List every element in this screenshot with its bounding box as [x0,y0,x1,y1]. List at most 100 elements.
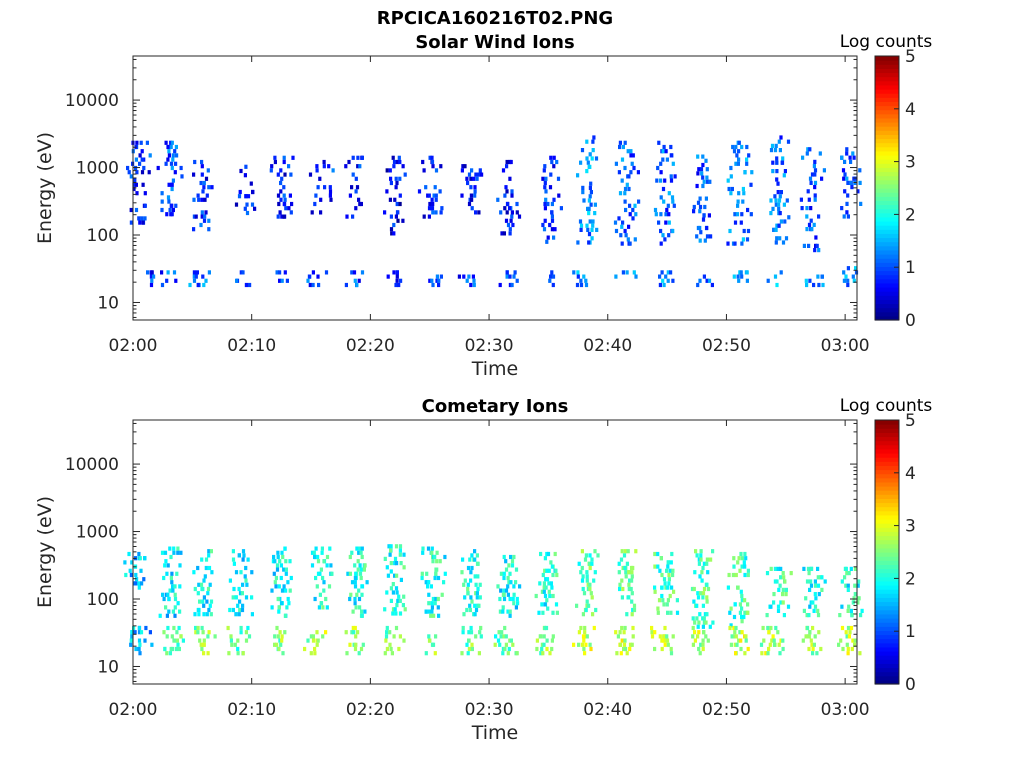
colorbar-swatch [875,506,899,512]
heatmap-cell [273,159,277,165]
heatmap-cell [839,638,843,643]
heatmap-cell [507,580,511,585]
heatmap-cell [545,551,549,557]
heatmap-cell [614,630,618,635]
heatmap-cell [729,191,733,196]
heatmap-cell [385,168,389,173]
colorbar-tick-label: 0 [905,311,916,331]
colorbar-swatch [875,667,899,673]
heatmap-cell [628,203,632,208]
heatmap-cell [634,549,638,554]
heatmap-cell [392,222,396,228]
heatmap-cell [192,274,196,279]
heatmap-cell [636,170,640,175]
heatmap-cell [394,185,398,190]
heatmap-cell [845,151,849,156]
heatmap-cell [180,174,184,179]
heatmap-cell [202,603,206,608]
heatmap-cell [303,646,307,652]
heatmap-cell [237,553,241,558]
heatmap-cell [588,194,592,199]
heatmap-cell [587,206,591,211]
heatmap-cell [424,609,428,614]
heatmap-cell [200,159,204,165]
heatmap-cell [625,651,629,656]
colorbar-swatch [875,469,899,475]
heatmap-cell [743,564,747,569]
heatmap-cell [162,596,166,602]
heatmap-cell [465,176,469,181]
heatmap-cell [436,596,440,602]
heatmap-cell [330,571,334,576]
heatmap-cell [705,599,709,604]
heatmap-cell [438,189,442,194]
heatmap-cell [434,596,438,602]
heatmap-cell [584,282,589,288]
heatmap-cell [812,164,816,169]
heatmap-cell [772,600,776,605]
colorbar-swatch [875,651,899,656]
heatmap-cell [542,585,546,590]
heatmap-cell [167,596,171,602]
heatmap-cell [779,600,783,605]
heatmap-cell [323,185,327,190]
heatmap-cell [740,241,744,246]
heatmap-cell [807,571,811,576]
heatmap-cell [278,630,282,635]
heatmap-cell [351,609,355,614]
heatmap-cell [733,634,737,639]
heatmap-cell [308,282,312,288]
heatmap-cell [544,585,548,590]
heatmap-cell [287,164,291,169]
heatmap-cell [505,270,509,275]
heatmap-cell [736,203,740,208]
colorbar-swatch [875,589,899,594]
heatmap-cell [666,564,670,569]
heatmap-cell [231,607,235,613]
heatmap-cell [701,616,705,621]
heatmap-cell [236,638,240,643]
heatmap-cell [543,201,547,207]
heatmap-cell [430,605,434,610]
heatmap-cell [661,598,665,603]
colorbar-swatch [875,142,899,148]
heatmap-cell [535,638,539,643]
heatmap-cell [620,549,624,554]
heatmap-cell [508,596,512,602]
heatmap-cell [630,570,634,575]
heatmap-cell [498,642,502,647]
heatmap-cell [241,270,245,275]
heatmap-cell [391,155,395,160]
heatmap-cell [706,570,710,575]
heatmap-cell [745,161,749,166]
heatmap-cell [360,609,364,614]
colorbar-swatch [875,552,899,557]
heatmap-cell [249,181,253,186]
heatmap-cell [623,228,627,234]
heatmap-cell [310,563,315,568]
heatmap-cell [577,561,581,566]
heatmap-cell [589,181,593,186]
heatmap-cell [781,646,785,652]
heatmap-cell [508,609,512,614]
heatmap-cell [206,586,211,592]
heatmap-cell [461,164,465,169]
heatmap-cell [280,214,284,219]
heatmap-cell [194,274,198,279]
heatmap-cell [238,591,243,596]
heatmap-cell [706,179,710,184]
heatmap-cell [734,625,738,631]
heatmap-cell [242,553,246,558]
heatmap-cell [800,206,804,211]
heatmap-cell [135,170,139,175]
heatmap-cell [662,577,667,582]
heatmap-cell [510,193,514,198]
heatmap-cell [197,197,201,202]
colorbar-swatch [875,519,899,524]
heatmap-cell [130,560,134,565]
heatmap-cell [166,625,170,631]
heatmap-cell [741,186,745,192]
heatmap-cell [319,210,323,215]
heatmap-cell [774,227,778,232]
heatmap-cell [695,234,699,239]
